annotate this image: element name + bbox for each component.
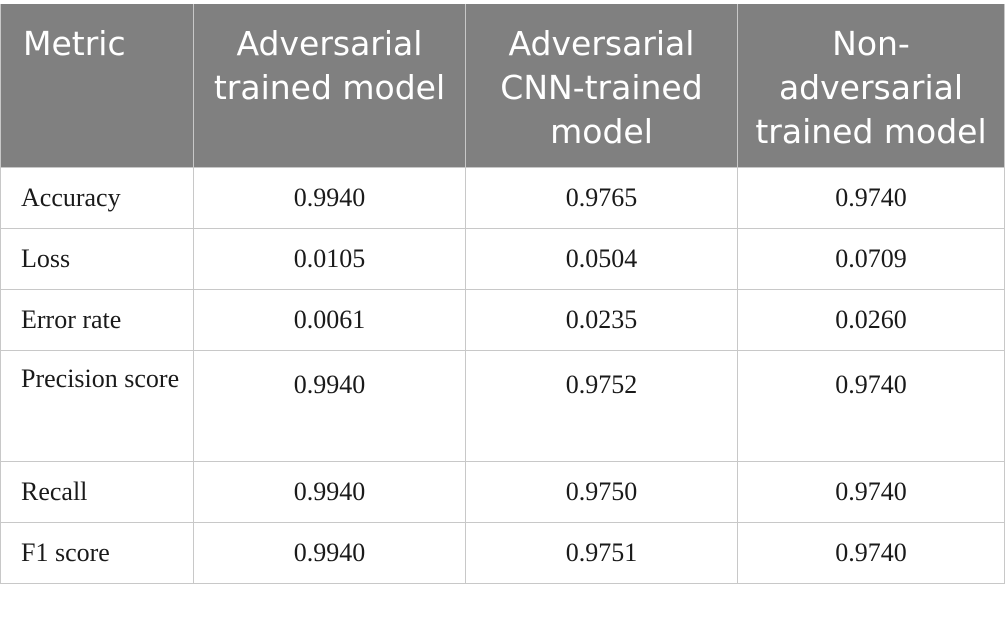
- header-row: Metric Adversarial trained model Adversa…: [0, 4, 1005, 167]
- value-cell: 0.0235: [465, 288, 738, 351]
- value-cell: 0.0105: [193, 227, 466, 290]
- table-row: Loss 0.0105 0.0504 0.0709: [0, 227, 1005, 290]
- value-cell: 0.9752: [465, 349, 738, 462]
- metric-name: Precision score: [0, 349, 194, 462]
- metric-name: Accuracy: [0, 166, 194, 229]
- value-cell: 0.9940: [193, 521, 466, 584]
- value-cell: 0.9750: [465, 460, 738, 523]
- metrics-table: Metric Adversarial trained model Adversa…: [0, 4, 1005, 584]
- value-cell: 0.0504: [465, 227, 738, 290]
- value-cell: 0.0260: [737, 288, 1005, 351]
- table-row: Accuracy 0.9940 0.9765 0.9740: [0, 166, 1005, 229]
- value-cell: 0.0061: [193, 288, 466, 351]
- header-adversarial-trained: Adversarial trained model: [193, 4, 466, 167]
- metric-name: Error rate: [0, 288, 194, 351]
- value-cell: 0.9740: [737, 521, 1005, 584]
- value-cell: 0.9740: [737, 166, 1005, 229]
- value-cell: 0.9740: [737, 460, 1005, 523]
- table-header: Metric Adversarial trained model Adversa…: [0, 4, 1005, 167]
- value-cell: 0.0709: [737, 227, 1005, 290]
- header-adversarial-cnn-trained: Adversarial CNN-trained model: [465, 4, 738, 167]
- value-cell: 0.9940: [193, 460, 466, 523]
- table-row: Error rate 0.0061 0.0235 0.0260: [0, 288, 1005, 351]
- header-metric: Metric: [0, 4, 194, 167]
- metric-name: Loss: [0, 227, 194, 290]
- table-body: Accuracy 0.9940 0.9765 0.9740 Loss 0.010…: [0, 166, 1005, 584]
- value-cell: 0.9751: [465, 521, 738, 584]
- value-cell: 0.9765: [465, 166, 738, 229]
- header-non-adversarial-trained: Non-adversarial trained model: [737, 4, 1005, 167]
- table-row: F1 score 0.9940 0.9751 0.9740: [0, 521, 1005, 584]
- value-cell: 0.9940: [193, 166, 466, 229]
- metric-name: Recall: [0, 460, 194, 523]
- metric-name: F1 score: [0, 521, 194, 584]
- value-cell: 0.9940: [193, 349, 466, 462]
- value-cell: 0.9740: [737, 349, 1005, 462]
- table-row: Precision score 0.9940 0.9752 0.9740: [0, 349, 1005, 462]
- table-row: Recall 0.9940 0.9750 0.9740: [0, 460, 1005, 523]
